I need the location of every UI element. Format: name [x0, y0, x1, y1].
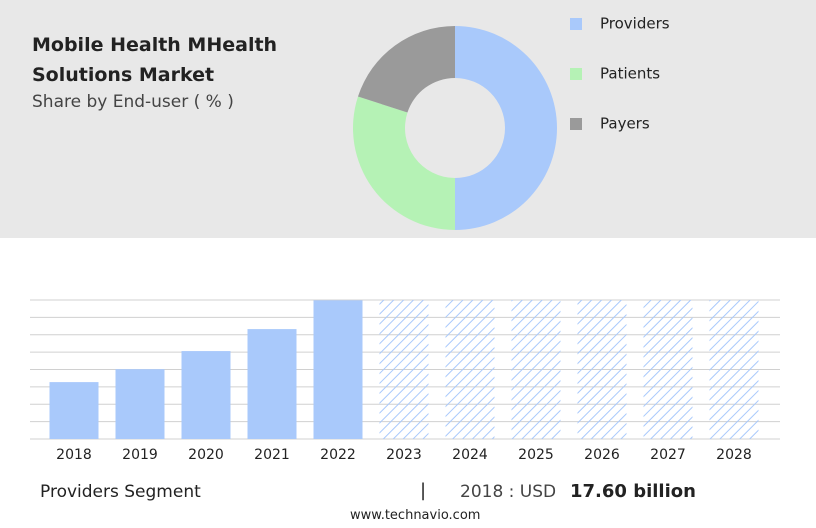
x-tick-label: 2022 [320, 447, 356, 463]
bar [49, 382, 99, 439]
x-tick-label: 2019 [122, 447, 158, 463]
x-tick-label: 2027 [650, 447, 686, 463]
x-tick-label: 2020 [188, 447, 224, 463]
separator: | [420, 480, 427, 501]
donut-slice [353, 96, 455, 230]
segment-label: Providers Segment [40, 482, 201, 502]
chart-title: Mobile Health MHealth Solutions Market [32, 34, 278, 86]
bar [115, 369, 165, 439]
donut-slice [455, 26, 557, 230]
forecast-placeholder [643, 300, 693, 439]
legend-swatch [570, 118, 582, 130]
forecast-placeholder [577, 300, 627, 439]
forecast-placeholder [379, 300, 429, 439]
bar [247, 329, 297, 439]
x-tick-label: 2028 [716, 447, 752, 463]
x-tick-label: 2025 [518, 447, 554, 463]
legend-swatch [570, 18, 582, 30]
chart-subtitle: Share by End-user ( % ) [32, 92, 234, 112]
forecast-placeholder [709, 300, 759, 439]
bar [313, 300, 363, 439]
x-tick-label: 2023 [386, 447, 422, 463]
x-tick-label: 2026 [584, 447, 620, 463]
x-tick-label: 2018 [56, 447, 92, 463]
year-label: 2018 : USD [460, 482, 557, 502]
legend-label: Patients [600, 65, 660, 83]
forecast-placeholder [445, 300, 495, 439]
legend-label: Providers [600, 15, 670, 33]
forecast-placeholder [511, 300, 561, 439]
source: www.technavio.com [350, 508, 481, 523]
donut-slice [357, 26, 455, 113]
bar [181, 351, 231, 439]
x-tick-label: 2024 [452, 447, 488, 463]
legend-swatch [570, 68, 582, 80]
legend-label: Payers [600, 115, 650, 133]
x-tick-label: 2021 [254, 447, 290, 463]
value-label: 17.60 billion [570, 481, 696, 502]
